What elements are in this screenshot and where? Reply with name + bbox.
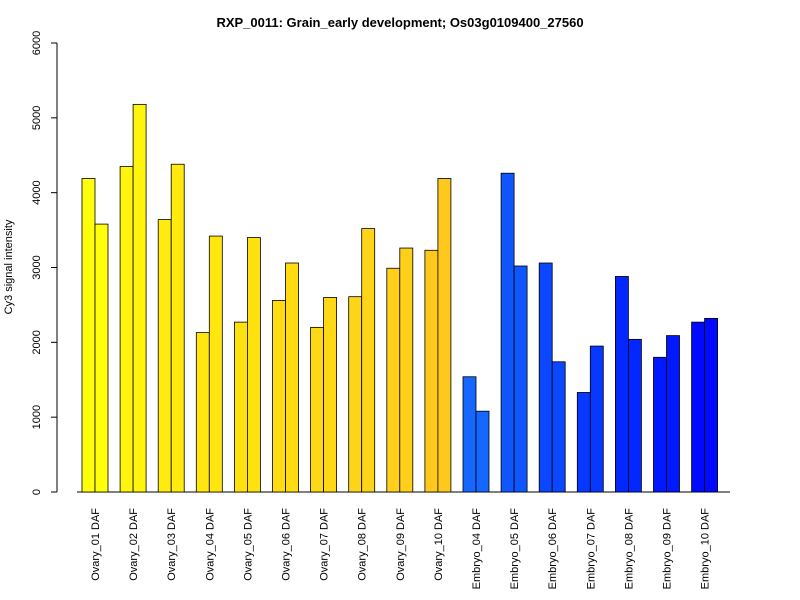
bar-1-0 <box>119 166 134 493</box>
category-label: Ovary_08 DAF <box>357 508 369 581</box>
y-tick-label: 6000 <box>31 31 43 55</box>
bar-13-0 <box>576 392 591 493</box>
y-tick-label: 4000 <box>31 180 43 204</box>
bar-7-1 <box>361 228 376 493</box>
category-label: Ovary_02 DAF <box>128 508 140 581</box>
y-tick-label: 5000 <box>31 106 43 130</box>
category-label: Ovary_07 DAF <box>319 508 331 581</box>
category-label: Embryo_09 DAF <box>662 508 674 590</box>
bar-15-0 <box>653 356 667 493</box>
bar-3-1 <box>208 235 223 493</box>
category-label: Embryo_06 DAF <box>547 508 559 590</box>
bar-9-0 <box>424 249 439 493</box>
category-label: Embryo_05 DAF <box>509 508 521 590</box>
bar-2-1 <box>170 163 185 493</box>
bar-16-0 <box>691 321 705 493</box>
category-label: Embryo_04 DAF <box>471 508 483 590</box>
category-label: Embryo_08 DAF <box>623 508 635 590</box>
bar-10-1 <box>475 410 490 493</box>
y-axis-label: Cy3 signal intensity <box>3 219 15 314</box>
category-label: Ovary_06 DAF <box>281 508 293 581</box>
bar-5-0 <box>272 300 286 493</box>
category-label: Embryo_07 DAF <box>585 508 597 590</box>
category-label: Embryo_10 DAF <box>700 508 712 590</box>
bar-5-1 <box>285 262 299 493</box>
bar-6-0 <box>310 326 325 493</box>
bar-13-1 <box>589 345 604 493</box>
y-tick-label: 2000 <box>31 330 43 354</box>
category-label: Ovary_05 DAF <box>242 508 254 581</box>
category-label: Ovary_04 DAF <box>204 508 216 581</box>
bar-0-0 <box>81 178 96 493</box>
y-tick-label: 3000 <box>31 255 43 279</box>
category-labels: Ovary_01 DAF Ovary_02 DAF Ovary_03 DAF Ovar… <box>90 508 712 590</box>
bar-11-0 <box>500 172 515 493</box>
category-label: Ovary_03 DAF <box>166 508 178 581</box>
bar-11-1 <box>513 265 528 493</box>
bar-2-0 <box>157 219 172 493</box>
bar-10-0 <box>462 376 477 493</box>
bar-12-0 <box>538 262 553 493</box>
bar-4-1 <box>246 237 261 493</box>
chart-title: RXP_0011: Grain_early development; Os03g… <box>216 15 583 30</box>
bar-3-0 <box>195 332 210 493</box>
category-label: Ovary_01 DAF <box>90 508 102 581</box>
bar-4-0 <box>233 321 248 493</box>
bar-0-1 <box>94 223 109 493</box>
bar-8-1 <box>399 247 414 493</box>
y-tick-label: 0 <box>31 489 43 495</box>
bar-12-1 <box>551 361 566 493</box>
category-label: Ovary_10 DAF <box>433 508 445 581</box>
bar-14-0 <box>615 276 629 493</box>
bar-9-1 <box>437 178 452 493</box>
y-tick-label: 1000 <box>31 405 43 429</box>
bar-16-1 <box>704 317 718 493</box>
bar-7-0 <box>348 296 363 493</box>
bar-8-0 <box>386 267 401 493</box>
bar-6-1 <box>323 297 338 493</box>
category-label: Ovary_09 DAF <box>395 508 407 581</box>
bar-15-1 <box>666 335 680 493</box>
bar-1-1 <box>132 103 147 493</box>
y-axis: 0 1000 2000 3000 4000 5000 6000 <box>31 31 58 495</box>
bars <box>81 103 718 493</box>
bar-14-1 <box>628 338 642 493</box>
